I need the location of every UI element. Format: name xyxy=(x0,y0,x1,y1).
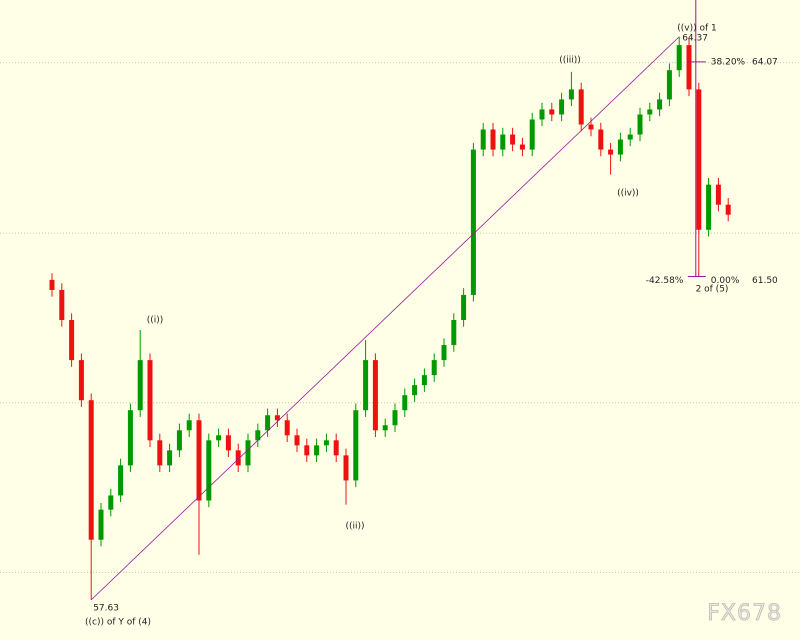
candle-body xyxy=(392,410,398,426)
wave-label: ((iv)) xyxy=(617,189,639,199)
low-label: 57.63 xyxy=(93,603,119,613)
candle-body xyxy=(363,360,369,411)
candle-body xyxy=(412,385,418,396)
candle-body xyxy=(568,89,574,100)
candle-body xyxy=(490,129,496,150)
candle-body xyxy=(431,360,437,376)
fib-value: 61.50 xyxy=(752,276,778,286)
wave-label: 2 of (5) xyxy=(696,285,729,295)
trend-line xyxy=(90,36,680,601)
candle-body xyxy=(137,360,143,411)
candle-body xyxy=(255,430,261,441)
candle-body xyxy=(588,124,594,130)
candle-body xyxy=(216,435,222,441)
candle-body xyxy=(69,320,75,361)
wave-label: ((c)) of Y of (4) xyxy=(85,618,151,628)
candle-body xyxy=(715,184,721,205)
candle-body xyxy=(304,445,310,456)
candle-body xyxy=(637,114,643,135)
candle-body xyxy=(196,420,202,501)
candle-body xyxy=(402,395,408,411)
candle-body xyxy=(617,139,623,155)
candle-body xyxy=(519,144,525,150)
candle-body xyxy=(176,430,182,451)
candle-body xyxy=(706,184,712,230)
candle-body xyxy=(529,119,535,150)
candle-body xyxy=(245,440,251,466)
high-label: 64.37 xyxy=(682,33,708,43)
candle-body xyxy=(657,99,663,110)
candle-body xyxy=(578,89,584,125)
candle-body xyxy=(206,440,212,501)
candle-body xyxy=(696,89,702,230)
candle-body xyxy=(157,440,163,466)
candle-body xyxy=(98,509,104,540)
candle-body xyxy=(235,450,241,466)
candle-body xyxy=(127,410,133,466)
candle-body xyxy=(294,435,300,446)
candle-body xyxy=(186,420,192,431)
candle-body xyxy=(470,149,476,295)
fib-pct: 0.00% xyxy=(711,276,740,286)
candle-body xyxy=(118,465,124,496)
candle-body xyxy=(274,415,280,421)
fib-extension: -42.58% xyxy=(646,276,684,286)
candle-body xyxy=(88,400,94,540)
fib-pct: 38.20% xyxy=(711,57,746,67)
candle-body xyxy=(49,279,55,290)
candle-body xyxy=(676,45,682,71)
candle-body xyxy=(686,45,692,90)
candle-body xyxy=(441,345,447,361)
candle-body xyxy=(451,320,457,346)
candle-body xyxy=(78,360,84,401)
candle-body xyxy=(421,375,427,386)
candle-body xyxy=(265,415,271,431)
watermark: FX678 xyxy=(707,601,782,626)
wave-label: ((v)) of 1 xyxy=(677,24,717,34)
candle-body xyxy=(284,420,290,436)
candle-body xyxy=(598,129,604,150)
candle-body xyxy=(382,425,388,431)
candle-body xyxy=(147,360,153,441)
candle-body xyxy=(510,134,516,145)
candle-body xyxy=(647,109,653,115)
candle-body xyxy=(353,410,359,481)
candle-body xyxy=(539,109,545,120)
candle-body xyxy=(666,70,672,100)
fib-value: 64.07 xyxy=(752,57,778,67)
candle-body xyxy=(167,450,173,466)
candle-body xyxy=(627,134,633,140)
candle-body xyxy=(343,455,349,481)
candle-body xyxy=(314,445,320,456)
wave-label: ((ii)) xyxy=(345,522,364,532)
candle-body xyxy=(725,204,731,215)
candle-body xyxy=(323,440,329,446)
candle-body xyxy=(549,109,555,115)
candle-body xyxy=(608,149,614,155)
candle-body xyxy=(333,440,339,456)
candle-body xyxy=(461,294,467,320)
candle-body xyxy=(108,495,114,510)
candle-body xyxy=(480,129,486,150)
candle-body xyxy=(559,99,565,115)
wave-label: ((iii)) xyxy=(559,56,581,66)
candle-body xyxy=(59,289,65,320)
candle-body xyxy=(372,360,378,431)
candle-body xyxy=(225,435,231,451)
wave-label: ((i)) xyxy=(147,316,164,326)
candle-body xyxy=(500,134,506,150)
